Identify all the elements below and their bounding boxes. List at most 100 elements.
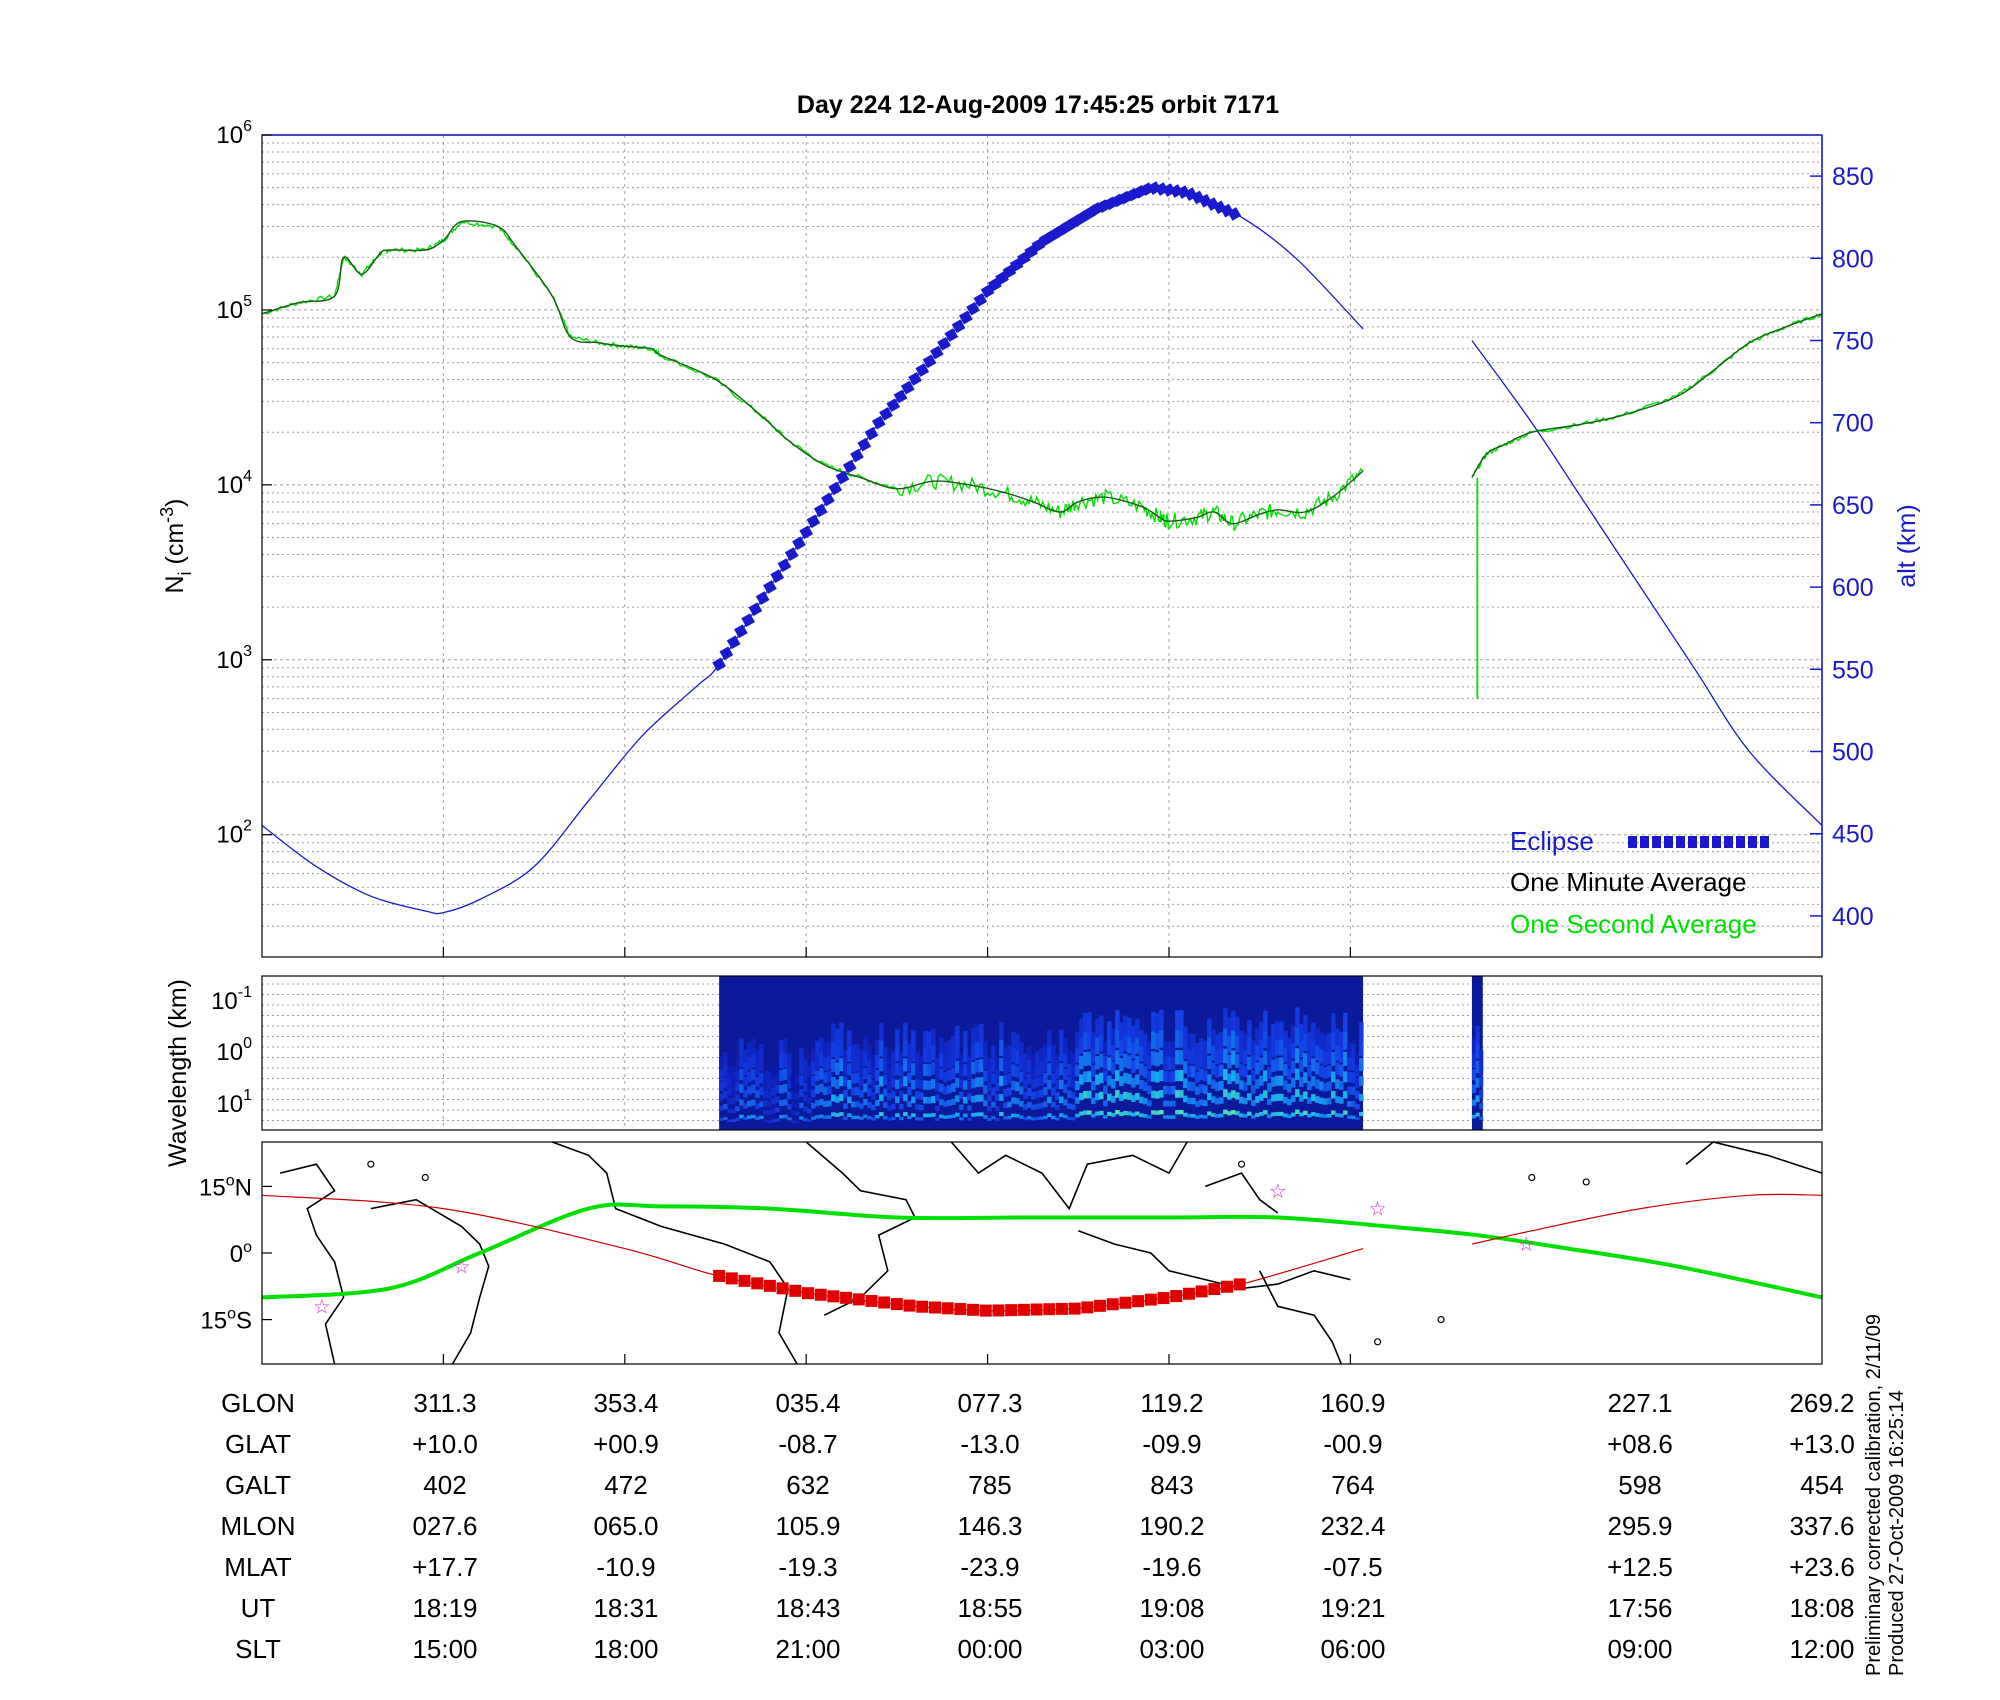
spectrogram-cell bbox=[1055, 1054, 1060, 1069]
latitude-tick-label: 15oS bbox=[200, 1306, 252, 1335]
spectrogram-cell bbox=[1287, 1037, 1292, 1054]
spectrogram-cell bbox=[1343, 1110, 1348, 1115]
spectrogram-cell bbox=[843, 1049, 848, 1065]
spectrogram-cell bbox=[1083, 1051, 1088, 1066]
spectrogram-cell bbox=[1271, 1094, 1276, 1102]
spectrogram-cell bbox=[943, 1100, 948, 1107]
spectrogram-cell bbox=[923, 1063, 928, 1076]
spectrogram-cell bbox=[1355, 1065, 1360, 1077]
spectrogram-cell bbox=[927, 1080, 932, 1090]
table-cell: 18:55 bbox=[957, 1593, 1022, 1623]
spectrogram-cell bbox=[907, 1058, 912, 1072]
spectrogram-cell bbox=[783, 1114, 788, 1119]
spectrogram-cell bbox=[743, 1103, 748, 1109]
spectrogram-cell bbox=[823, 1072, 828, 1083]
eclipse-marker bbox=[755, 591, 770, 605]
spectrogram-cell bbox=[1267, 1082, 1272, 1092]
eclipse-marker bbox=[886, 398, 901, 412]
spectrogram-cell bbox=[1255, 1062, 1260, 1075]
spectrogram-cell bbox=[1187, 1049, 1192, 1064]
spectrogram-cell bbox=[1355, 1078, 1360, 1088]
spectrogram-cell bbox=[1087, 1090, 1092, 1099]
spectrogram-cell bbox=[1099, 1034, 1104, 1052]
eclipse-marker bbox=[712, 657, 726, 672]
spectrogram-cell bbox=[903, 1040, 908, 1057]
spectrogram-cell bbox=[771, 1066, 776, 1079]
spectrogram-cell bbox=[1143, 1098, 1148, 1105]
map-eclipse-marker bbox=[1170, 1290, 1183, 1303]
spectrogram-cell bbox=[983, 1115, 988, 1119]
station-star-icon: ☆ bbox=[1369, 1197, 1387, 1221]
spectrogram-cell bbox=[955, 1025, 960, 1045]
table-cell: -09.9 bbox=[1142, 1429, 1201, 1459]
spectrogram-cell bbox=[915, 1104, 920, 1110]
spectrogram-cell bbox=[1231, 1110, 1236, 1115]
map-eclipse-marker bbox=[814, 1288, 827, 1301]
spectrogram-cell bbox=[803, 1059, 808, 1073]
spectrogram-cell bbox=[879, 1022, 884, 1042]
density-axis-label: Ni (cm-3) bbox=[157, 498, 195, 593]
orbit-parameter-table: GLON 311.3 353.4 035.4 077.3 119.2 160.9 227.1 2… bbox=[220, 1388, 1854, 1664]
spectrogram-cell bbox=[975, 1112, 980, 1117]
spectrogram-cell bbox=[931, 1113, 936, 1117]
spectrogram-cell bbox=[783, 1068, 788, 1080]
spectrogram-cell bbox=[891, 1116, 896, 1121]
spectrogram-cell bbox=[1143, 1066, 1148, 1078]
spectrogram-cell bbox=[1299, 1094, 1304, 1102]
spectrogram-cell bbox=[779, 1040, 784, 1057]
table-cell: 190.2 bbox=[1139, 1511, 1204, 1541]
station-star-icon: ☆ bbox=[453, 1254, 471, 1278]
spectrogram-cell bbox=[1479, 1076, 1484, 1087]
spectrogram-cell bbox=[719, 1093, 724, 1101]
spectrogram-cell bbox=[727, 1066, 732, 1078]
spectrogram-cell bbox=[823, 1101, 828, 1107]
spectrogram-cell bbox=[1471, 1054, 1477, 1068]
spectrogram-cell bbox=[1023, 1091, 1028, 1099]
table-cell: 472 bbox=[604, 1470, 647, 1500]
eclipse-marker bbox=[719, 646, 734, 661]
spectrogram-cell bbox=[743, 1076, 748, 1087]
spectrogram-cell bbox=[967, 1105, 972, 1111]
spectrogram-cell bbox=[1219, 1097, 1224, 1104]
spectrogram-cell bbox=[1239, 1113, 1244, 1118]
spectrogram-cell bbox=[1063, 1084, 1068, 1093]
spectrogram-cell bbox=[823, 1057, 828, 1071]
spectrogram-cell bbox=[1039, 1062, 1044, 1075]
latitude-tick-value: 15 bbox=[199, 1174, 226, 1201]
table-cell: 227.1 bbox=[1607, 1388, 1672, 1418]
spectrogram-cell bbox=[1143, 1050, 1148, 1065]
spectrogram-cell bbox=[1095, 1093, 1100, 1101]
eclipse-marker bbox=[1227, 207, 1242, 221]
spectrogram-cell bbox=[747, 1086, 752, 1095]
spectrogram-cell bbox=[907, 1086, 912, 1096]
spectrogram-cell bbox=[831, 1041, 836, 1058]
spectrogram-cell bbox=[855, 1101, 860, 1108]
spectrogram-cell bbox=[1083, 1032, 1088, 1050]
spectrogram-cell bbox=[811, 1103, 816, 1109]
spectrogram-cell bbox=[983, 1055, 988, 1070]
eclipse-marker bbox=[835, 470, 850, 485]
spectrogram-cell bbox=[775, 1096, 780, 1103]
spectrogram-cell bbox=[1183, 1043, 1188, 1060]
map-eclipse-marker bbox=[776, 1282, 789, 1295]
spectrogram-cell bbox=[1479, 1090, 1484, 1098]
spectrogram-cell bbox=[1063, 1053, 1068, 1068]
spectrogram-cell bbox=[1191, 1113, 1196, 1118]
spectrogram-cell bbox=[795, 1083, 800, 1093]
table-cell: -23.9 bbox=[960, 1552, 1019, 1582]
spectrogram-cell bbox=[995, 1106, 1000, 1112]
spectrogram-cell bbox=[1211, 1096, 1216, 1103]
spectrogram-cell bbox=[1283, 1080, 1288, 1090]
spectrogram-cell bbox=[1087, 1110, 1092, 1115]
table-cell: +00.9 bbox=[593, 1429, 659, 1459]
map-eclipse-marker bbox=[1157, 1292, 1170, 1305]
spectrogram-cell bbox=[1255, 1096, 1260, 1103]
spectrogram-cell bbox=[1071, 1091, 1076, 1100]
spectrogram-cell bbox=[1479, 1116, 1484, 1120]
spectrogram-cell bbox=[787, 1104, 792, 1110]
spectrogram-cell bbox=[1135, 1111, 1140, 1116]
spectrogram-cell bbox=[1095, 1056, 1100, 1070]
spectrogram-cell bbox=[859, 1063, 864, 1076]
latitude-tick-value: 15 bbox=[200, 1308, 227, 1335]
